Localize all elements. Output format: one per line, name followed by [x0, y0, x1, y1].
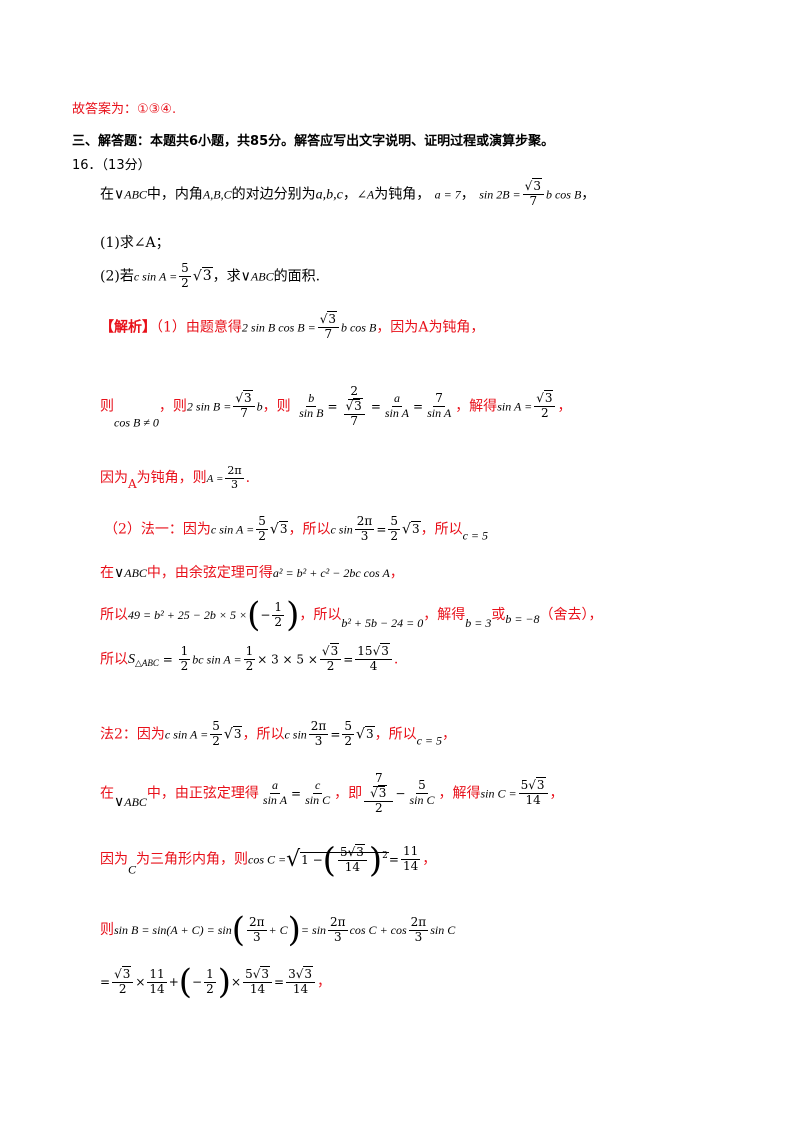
question-number: 16．（13分）	[72, 158, 151, 173]
method-2-line-3: 因为C为三角形内角，则cos C =√1 −(5√3 14)2= 11 14，	[100, 840, 437, 880]
question-statement: 在∨ABC中，内角A,B,C的对边分别为a,b,c，∠A为钝角， a = 7， …	[100, 178, 596, 208]
method-2-line-1: 法2：因为c sin A = 5 2 √3，所以c sin 2π 3 = 5 2 √3，所以c =…	[100, 719, 457, 748]
method-1-line-3: 所以49 = b² + 25 − 2b × 5 ×(− 1 2)，所以b² + 5b…	[100, 595, 603, 635]
section-heading: 三、解答题：本题共6小题，共85分。解答应写出文字说明、证明过程或演算步聚。	[72, 134, 555, 149]
method-1-line-2: 在∨ABC中，由余弦定理可得a² = b² + c² − 2bc cos A，	[100, 565, 404, 581]
part-2: (2)若c sin A = 5 2 √3，求∨ABC的面积.	[100, 261, 321, 290]
method-1-line-4: 所以S△ABC = 1 2 bc sin A = 1 2 × 3 × 5 × √3 2 = 15√…	[100, 643, 399, 673]
method-1-line-1: （2）法一：因为c sin A = 5 2 √3，所以c sin 2π 3 = 5 2 √3，所以…	[104, 514, 489, 543]
solution-step-3: 因为CA为钝角，则A =2π3.	[100, 464, 251, 492]
answer-line: 故答案为：①③④.	[72, 102, 177, 117]
method-2-line-2: 在∨ABC中，由正弦定理得 a sin A = c sin C ，即 7 √3 2−5 sin C，…	[100, 771, 564, 815]
method-2-line-5: = √3 2 × 11 14 +(− 1 2)× 5√3 14 = 3√3 14，	[100, 962, 331, 1002]
solution-step-2: 则cos B ≠ 0，则2 sin B = √3 7 b，则 b sin B = 2 √3 7 =…	[100, 384, 572, 430]
solution-step-1: 【解析】（1）由题意得2 sin B cos B = √3 7 b cos B，因为A…	[100, 311, 485, 341]
part-1: (1)求∠A；	[100, 235, 170, 251]
method-2-line-4: 则sin B = sin(A + C) = sin(2π 3 + C)= sin 2π…	[100, 910, 456, 950]
